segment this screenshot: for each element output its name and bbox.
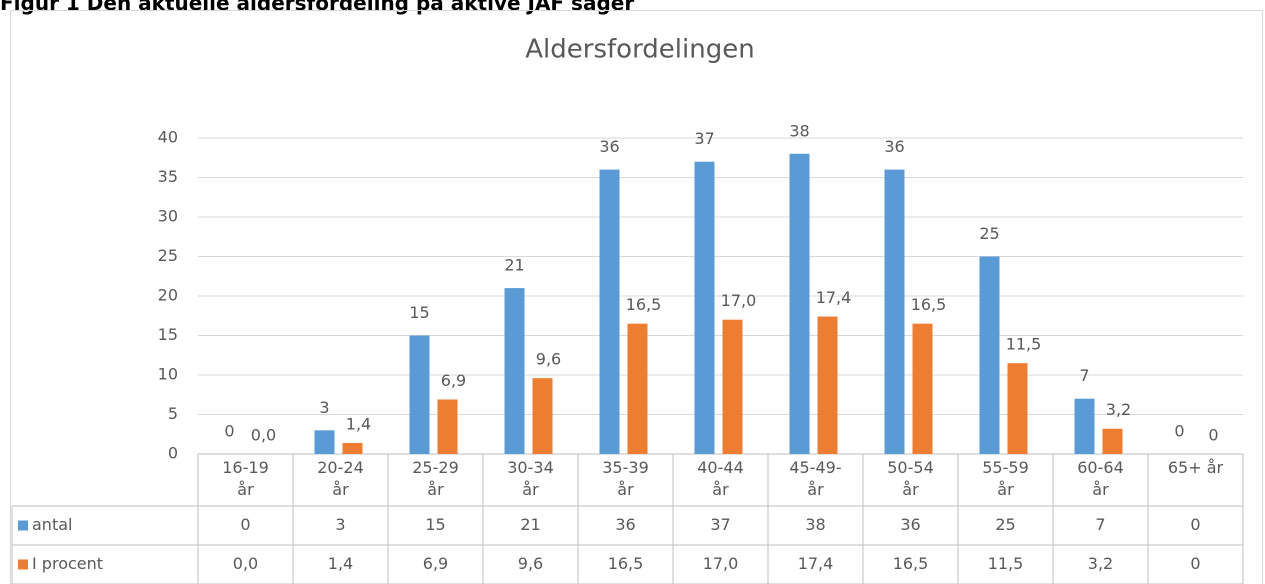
category-label: 65+ år (1167, 458, 1224, 477)
bar (1074, 398, 1095, 454)
data-label: 0 (1208, 426, 1218, 445)
data-label: 16,5 (911, 295, 947, 314)
category-label: 40-44 år (697, 458, 744, 499)
y-tick-label: 30 (158, 207, 178, 226)
bar (1102, 428, 1123, 454)
data-label: 15 (409, 303, 429, 322)
category-label: 16-19 år (222, 458, 269, 499)
bar (817, 316, 838, 454)
bar (627, 323, 648, 454)
data-label: 7 (1079, 366, 1089, 385)
chart-frame (10, 10, 1263, 584)
y-tick-label: 10 (158, 365, 178, 384)
bar (789, 153, 810, 455)
data-label: 16,5 (626, 295, 662, 314)
bar (694, 161, 715, 454)
table-cell: 9,6 (518, 554, 543, 573)
table-cell: 38 (805, 515, 825, 534)
table-cell: 7 (1095, 515, 1105, 534)
table-cell: 0 (1190, 554, 1200, 573)
data-label: 21 (504, 256, 524, 275)
y-tick-label: 15 (158, 325, 178, 344)
category-label: 25-29 år (412, 458, 459, 499)
caption: Figur 1 Den aktuelle aldersfordeling på … (0, 0, 635, 15)
bar (532, 378, 553, 454)
data-label: 17,4 (816, 288, 852, 307)
legend-label: antal (32, 515, 72, 534)
bar (722, 319, 743, 454)
category-label: 30-34 år (507, 458, 554, 499)
bar (599, 169, 620, 454)
data-label: 36 (884, 137, 904, 156)
bar (884, 169, 905, 454)
table-cell: 15 (425, 515, 445, 534)
bar (314, 430, 335, 454)
bar (409, 335, 430, 454)
table-cell: 37 (710, 515, 730, 534)
y-tick-label: 0 (168, 444, 178, 463)
table-cell: 36 (900, 515, 920, 534)
bar (437, 399, 458, 454)
table-cell: 1,4 (328, 554, 353, 573)
legend-swatch (18, 520, 28, 531)
data-label: 36 (599, 137, 619, 156)
table-cell: 17,0 (703, 554, 739, 573)
category-label: 20-24 år (317, 458, 364, 499)
data-label: 25 (979, 224, 999, 243)
data-label: 3,2 (1106, 400, 1131, 419)
category-label: 50-54 år (887, 458, 934, 499)
data-label: 11,5 (1006, 335, 1042, 354)
table-cell: 21 (520, 515, 540, 534)
data-label: 0 (224, 422, 234, 441)
data-label: 3 (319, 398, 329, 417)
category-label: 45-49-år (789, 458, 842, 499)
data-label: 1,4 (346, 414, 371, 433)
table-cell: 25 (995, 515, 1015, 534)
category-label: 60-64 år (1077, 458, 1124, 499)
bar (912, 323, 933, 454)
data-label: 37 (694, 129, 714, 148)
y-tick-label: 5 (168, 404, 178, 423)
bar (979, 256, 1000, 454)
category-label: 35-39 år (602, 458, 649, 499)
y-tick-label: 35 (158, 167, 178, 186)
table-cell: 11,5 (988, 554, 1024, 573)
data-label: 0,0 (251, 426, 276, 445)
table-cell: 3,2 (1088, 554, 1113, 573)
table-cell: 0,0 (233, 554, 258, 573)
data-label: 6,9 (441, 371, 466, 390)
legend-label: I procent (32, 554, 103, 573)
table-cell: 16,5 (893, 554, 929, 573)
data-label: 38 (789, 121, 809, 140)
table-cell: 16,5 (608, 554, 644, 573)
bar (504, 288, 525, 454)
bar (1007, 363, 1028, 454)
legend-swatch (18, 559, 28, 570)
table-cell: 17,4 (798, 554, 834, 573)
table-cell: 0 (240, 515, 250, 534)
category-label: 55-59 år (982, 458, 1029, 499)
y-tick-label: 20 (158, 286, 178, 305)
data-label: 0 (1174, 422, 1184, 441)
y-tick-label: 25 (158, 246, 178, 265)
table-cell: 0 (1190, 515, 1200, 534)
data-label: 17,0 (721, 291, 757, 310)
data-label: 9,6 (536, 350, 561, 369)
bar (342, 442, 363, 454)
table-cell: 3 (335, 515, 345, 534)
table-cell: 6,9 (423, 554, 448, 573)
y-tick-label: 40 (158, 128, 178, 147)
table-cell: 36 (615, 515, 635, 534)
chart-title: Aldersfordelingen (525, 35, 754, 65)
